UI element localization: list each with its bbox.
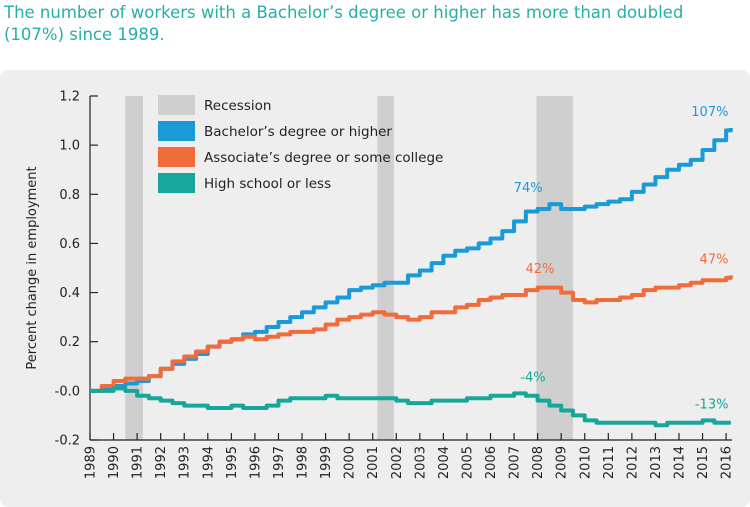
chart-panel: -0.2 -0.0 0.2 0.4 0.6 0.8 1.0 1.2 1989 1990 1991 1… [0, 70, 750, 507]
y-tick-label: 1.2 [59, 90, 80, 105]
series-line-2 [90, 386, 731, 428]
x-tick-label: 1996 [248, 446, 263, 479]
chart-title: The number of workers with a Bachelor’s … [4, 3, 684, 44]
y-ticks: -0.2 -0.0 0.2 0.4 0.6 0.8 1.0 1.2 [55, 90, 98, 449]
x-tick-label: 2001 [366, 446, 381, 479]
x-tick-label: 2013 [649, 446, 664, 479]
series-line-0 [90, 127, 733, 393]
y-tick-label: 1.0 [59, 139, 80, 154]
x-tick-label: 1989 [84, 446, 99, 479]
series-lines [90, 127, 733, 428]
annotation-label: 107% [691, 105, 728, 120]
recession-band-0 [125, 96, 144, 440]
x-tick-label: 2006 [484, 446, 499, 479]
y-tick-label: 0.8 [59, 188, 80, 203]
legend-swatch [158, 147, 195, 167]
x-tick-label: 2005 [460, 446, 475, 479]
legend-label: Bachelor’s degree or higher [204, 124, 392, 140]
recession-band-2 [536, 96, 573, 440]
x-tick-label: 1995 [225, 446, 240, 479]
legend-swatch [158, 173, 195, 193]
x-tick-label: 2003 [413, 446, 428, 479]
x-ticks: 1989 1990 1991 1992 1993 1994 1995 1996 1997 1998… [84, 433, 735, 479]
x-tick-label: 1997 [272, 446, 287, 479]
axes [89, 96, 732, 441]
line-chart: -0.2-0.00.20.40.60.81.01.2 1989 1990 1991 1… [25, 90, 735, 480]
x-tick-label: 2008 [531, 446, 546, 479]
x-tick-label: 1998 [296, 446, 311, 479]
x-tick-label: 1990 [107, 446, 122, 479]
legend-label: Recession [204, 98, 271, 114]
y-tick-label: 0.4 [59, 286, 80, 301]
x-tick-label: 2009 [555, 446, 570, 479]
x-tick-label: 1992 [154, 446, 169, 479]
legend: Recession Bachelor’s degree or higher Asso… [158, 95, 443, 193]
legend-swatch [158, 121, 195, 141]
x-tick-label: 2015 [696, 446, 711, 479]
y-tick-label: -0.2 [55, 434, 80, 449]
x-tick-label: 2010 [578, 446, 593, 479]
x-tick-label: 2016 [720, 446, 735, 479]
annotation-label: -13% [695, 397, 729, 412]
legend-label: High school or less [204, 176, 331, 192]
x-tick-label: 2014 [672, 446, 687, 479]
annotation-label: -4% [520, 370, 545, 385]
y-tick-label: 0.6 [59, 237, 80, 252]
x-tick-label: 1993 [178, 446, 193, 479]
x-tick-label: 1991 [131, 446, 146, 479]
y-tick-label: -0.0 [55, 384, 80, 399]
x-tick-label: 1994 [201, 446, 216, 479]
x-tick-label: 1999 [319, 446, 334, 479]
annotation-label: 74% [514, 181, 543, 196]
x-tick-label: 2011 [602, 446, 617, 479]
x-tick-label: 2012 [625, 446, 640, 479]
y-tick-label: 0.2 [59, 335, 80, 350]
annotations: 107% 74% 42% 47% -4% -13% [514, 105, 729, 412]
series-line-1 [90, 275, 733, 393]
recession-bands [125, 96, 573, 440]
x-tick-label: 2004 [437, 446, 452, 479]
x-tick-label: 2000 [343, 446, 358, 479]
recession-band-1 [377, 96, 394, 440]
annotation-label: 47% [700, 252, 729, 267]
annotation-label: 42% [526, 262, 555, 277]
x-tick-label: 2002 [390, 446, 405, 479]
x-tick-label: 2007 [508, 446, 523, 479]
legend-label: Associate’s degree or some college [204, 150, 443, 166]
legend-swatch [158, 95, 195, 115]
y-axis-label: Percent change in employment [25, 166, 40, 369]
